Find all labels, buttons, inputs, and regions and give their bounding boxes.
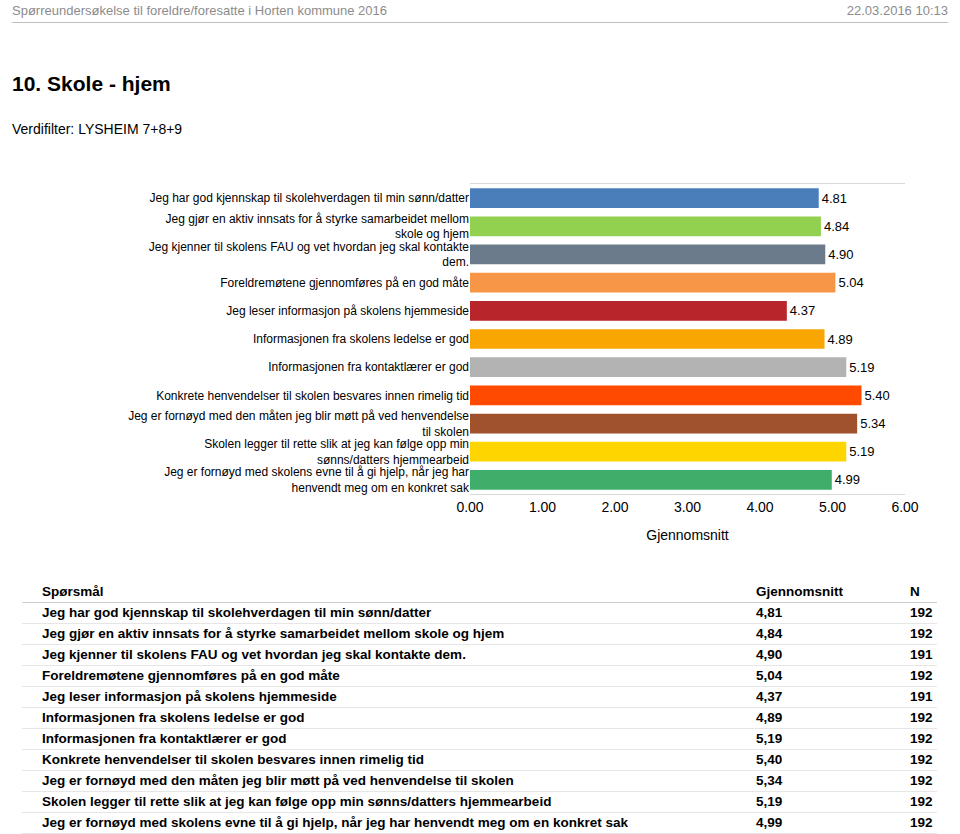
html-text:Informasjonen fra skolens lede: Informasjonen fra skolens ledelse er god [42, 710, 305, 725]
html-text:191: 191 [910, 689, 933, 704]
svg-text:Jeg gjør en aktiv innsats for: Jeg gjør en aktiv innsats for å styrke s… [166, 212, 469, 242]
svg-text:Jeg er fornøyd med den måten j: Jeg er fornøyd med den måten jeg blir mø… [128, 409, 469, 439]
html-text:192: 192 [910, 752, 933, 767]
html-text:Jeg er fornøyd med skolens evn: Jeg er fornøyd med skolens evne til å gi… [42, 815, 628, 830]
html-text:Jeg er fornøyd med den måten j: Jeg er fornøyd med den måten jeg blir mø… [42, 773, 514, 788]
svg-text:4.00: 4.00 [746, 499, 773, 515]
html-text:Informasjonen fra kontaktlærer: Informasjonen fra kontaktlærer er god [42, 731, 287, 746]
svg-text:5.34: 5.34 [860, 416, 885, 431]
html-text:Gjennomsnitt: Gjennomsnitt [756, 584, 843, 599]
html-text:22.03.2016 10:13: 22.03.2016 10:13 [846, 3, 948, 18]
svg-text:5.00: 5.00 [819, 499, 846, 515]
svg-text:4.99: 4.99 [835, 472, 860, 487]
svg-text:4.81: 4.81 [822, 191, 847, 206]
html-text:192: 192 [910, 731, 933, 746]
html-text:4,99: 4,99 [756, 815, 783, 830]
html-text:N: N [910, 584, 920, 599]
svg-text:6.00: 6.00 [891, 499, 918, 515]
html-text:191: 191 [910, 647, 933, 662]
html-text:Konkrete henvendelser til skol: Konkrete henvendelser til skolen besvare… [42, 752, 424, 767]
html-text:Foreldremøtene gjennomføres på: Foreldremøtene gjennomføres på en god må… [42, 668, 340, 683]
svg-text:Skolen legger til rette slik a: Skolen legger til rette slik at jeg kan … [204, 437, 469, 467]
svg-text:3.00: 3.00 [674, 499, 701, 515]
svg-text:Jeg er fornøyd med skolens evn: Jeg er fornøyd med skolens evne til å gi… [164, 465, 470, 495]
html-text:Spørsmål: Spørsmål [42, 584, 104, 599]
html-text:5,19: 5,19 [756, 794, 783, 809]
html-text:4,37: 4,37 [756, 689, 783, 704]
svg-text:4.84: 4.84 [824, 219, 849, 234]
html-text:4,84: 4,84 [756, 626, 783, 641]
html-text:Spørreundersøkelse til foreldr: Spørreundersøkelse til foreldre/foresatt… [12, 3, 387, 18]
svg-text:Jeg har god kjennskap til skol: Jeg har god kjennskap til skolehverdagen… [149, 191, 469, 205]
html-text:192: 192 [910, 773, 933, 788]
svg-text:0.00: 0.00 [456, 499, 483, 515]
html-text:Verdifilter: LYSHEIM 7+8+9: Verdifilter: LYSHEIM 7+8+9 [12, 121, 183, 137]
html-text:192: 192 [910, 605, 933, 620]
html-text:Skolen legger til rette slik a: Skolen legger til rette slik at jeg kan … [42, 794, 552, 809]
svg-text:2.00: 2.00 [601, 499, 628, 515]
svg-text:Jeg kjenner til skolens FAU og: Jeg kjenner til skolens FAU og vet hvord… [149, 240, 470, 270]
svg-text:Informasjonen fra kontaktlærer: Informasjonen fra kontaktlærer er god [268, 360, 469, 374]
html-text:Jeg leser informasjon på skole: Jeg leser informasjon på skolens hjemmes… [42, 689, 337, 704]
svg-text:5.19: 5.19 [849, 360, 874, 375]
html-text:192: 192 [910, 794, 933, 809]
html-text:192: 192 [910, 626, 933, 641]
html-text:10. Skole - hjem: 10. Skole - hjem [12, 72, 171, 95]
html-text:Jeg gjør en aktiv innsats for: Jeg gjør en aktiv innsats for å styrke s… [42, 626, 505, 641]
svg-text:4.37: 4.37 [790, 303, 815, 318]
html-text:192: 192 [910, 710, 933, 725]
html-text:5,40: 5,40 [756, 752, 783, 767]
svg-text:5.19: 5.19 [849, 444, 874, 459]
html-text:5,04: 5,04 [756, 668, 783, 683]
html-text:Jeg har god kjennskap til skol: Jeg har god kjennskap til skolehverdagen… [42, 605, 432, 620]
svg-text:Gjennomsnitt: Gjennomsnitt [646, 527, 729, 543]
svg-text:5.04: 5.04 [838, 275, 863, 290]
svg-text:4.89: 4.89 [828, 332, 853, 347]
svg-text:Foreldremøtene gjennomføres på: Foreldremøtene gjennomføres på en god må… [220, 276, 469, 290]
svg-text:Informasjonen fra skolens lede: Informasjonen fra skolens ledelse er god [253, 332, 469, 346]
svg-text:Konkrete henvendelser til skol: Konkrete henvendelser til skolen besvare… [156, 389, 469, 403]
html-text:4,81: 4,81 [756, 605, 783, 620]
svg-text:1.00: 1.00 [529, 499, 556, 515]
html-text:192: 192 [910, 668, 933, 683]
html-text:Jeg kjenner til skolens FAU og: Jeg kjenner til skolens FAU og vet hvord… [42, 647, 466, 662]
svg-text:5.40: 5.40 [865, 388, 890, 403]
html-text:4,89: 4,89 [756, 710, 783, 725]
html-text:192: 192 [910, 815, 933, 830]
svg-text:Jeg leser informasjon på skole: Jeg leser informasjon på skolens hjemmes… [226, 304, 469, 318]
html-text:5,34: 5,34 [756, 773, 783, 788]
html-text:4,90: 4,90 [756, 647, 783, 662]
html-text:5,19: 5,19 [756, 731, 783, 746]
svg-text:4.90: 4.90 [828, 247, 853, 262]
